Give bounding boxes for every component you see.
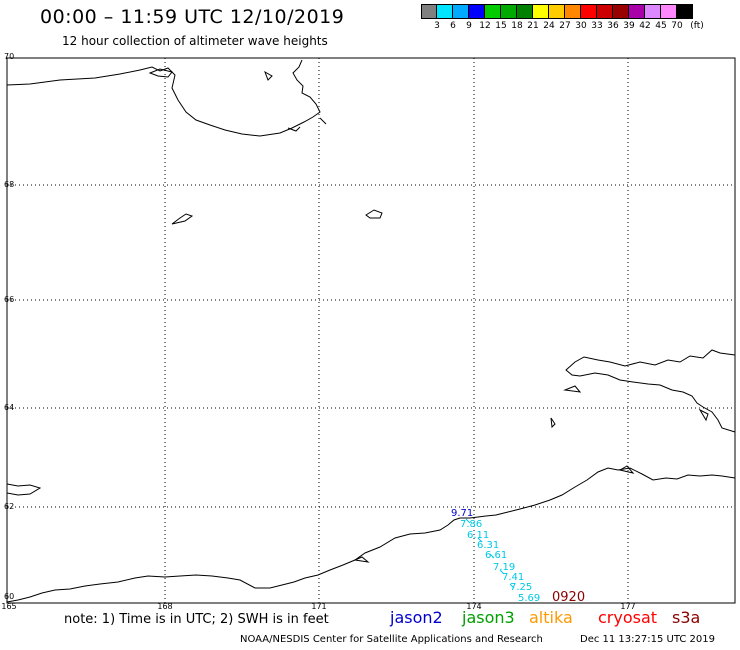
lat-label: 70 xyxy=(4,52,15,61)
wave-height-label: 6.31 xyxy=(477,540,500,551)
colorbar-swatch xyxy=(469,4,485,19)
colorbar-label: 12 xyxy=(479,21,491,31)
lon-label: 168 xyxy=(157,602,173,611)
colorbar-swatch xyxy=(581,4,597,19)
altimeter-track xyxy=(465,518,515,589)
wave-height-label: 7.19 xyxy=(493,562,516,573)
lat-label: 60 xyxy=(4,592,15,601)
coastline xyxy=(6,59,736,603)
colorbar-label: (ft) xyxy=(690,21,704,31)
colorbar-swatch xyxy=(453,4,469,19)
wave-height-label: 9.71 xyxy=(451,508,474,519)
lon-label: 165 xyxy=(1,602,17,611)
lat-label: 68 xyxy=(4,180,15,189)
credit-line: NOAA/NESDIS Center for Satellite Applica… xyxy=(240,634,543,645)
lon-label: 177 xyxy=(620,602,636,611)
wave-height-label: 5.69 xyxy=(518,593,541,604)
colorbar-swatch xyxy=(645,4,661,19)
colorbar-swatch xyxy=(485,4,501,19)
lat-label: 62 xyxy=(4,502,15,511)
colorbar-label: 18 xyxy=(511,21,523,31)
pass-time-label: 0920 xyxy=(552,590,586,605)
colorbar-swatch xyxy=(517,4,533,19)
generated-timestamp: Dec 11 13:27:15 UTC 2019 xyxy=(580,634,715,645)
colorbar-swatch xyxy=(629,4,645,19)
wave-height-label: 7.41 xyxy=(502,572,525,583)
colorbar-swatch xyxy=(421,4,437,19)
colorbar-labels: 3 6 9 12 15 18 21 24 27 30 33 36 39 42 45 70 (ft) xyxy=(421,21,740,33)
wave-height-label: 7.25 xyxy=(510,582,533,593)
colorbar-label: 6 xyxy=(450,21,456,31)
map-subtitle: 12 hour collection of altimeter wave hei… xyxy=(62,34,328,48)
colorbar-swatch xyxy=(565,4,581,19)
colorbar-swatch xyxy=(677,4,693,19)
graticule xyxy=(7,58,735,603)
colorbar-label: 42 xyxy=(639,21,651,31)
lon-label: 174 xyxy=(466,602,482,611)
footnote: note: 1) Time is in UTC; 2) SWH is in fe… xyxy=(64,612,329,627)
colorbar-swatch xyxy=(437,4,453,19)
legend-jason3: jason3 xyxy=(462,608,515,627)
colorbar-label: 3 xyxy=(434,21,440,31)
lat-label: 66 xyxy=(4,295,15,304)
lat-label: 64 xyxy=(4,403,15,412)
legend-jason2: jason2 xyxy=(390,608,443,627)
colorbar-swatch xyxy=(533,4,549,19)
colorbar xyxy=(421,4,693,19)
colorbar-swatch xyxy=(613,4,629,19)
colorbar-swatch xyxy=(661,4,677,19)
colorbar-label: 15 xyxy=(495,21,507,31)
colorbar-label: 30 xyxy=(575,21,587,31)
colorbar-label: 9 xyxy=(466,21,472,31)
wave-height-label: 6.61 xyxy=(485,550,508,561)
colorbar-label: 39 xyxy=(623,21,635,31)
lon-label: 171 xyxy=(311,602,327,611)
colorbar-swatch xyxy=(549,4,565,19)
colorbar-label: 36 xyxy=(607,21,619,31)
wave-height-label: 7.86 xyxy=(460,519,483,530)
wave-height-label: 6.11 xyxy=(467,530,490,541)
colorbar-swatch xyxy=(597,4,613,19)
map-title: 00:00 – 11:59 UTC 12/10/2019 xyxy=(40,6,345,28)
map-frame xyxy=(6,57,736,604)
colorbar-label: 70 xyxy=(671,21,683,31)
legend-altika: altika xyxy=(529,608,573,627)
colorbar-label: 21 xyxy=(527,21,539,31)
legend-cryosat: cryosat xyxy=(598,608,658,627)
colorbar-swatch xyxy=(501,4,517,19)
colorbar-label: 24 xyxy=(543,21,555,31)
colorbar-label: 45 xyxy=(655,21,667,31)
colorbar-label: 27 xyxy=(559,21,571,31)
colorbar-label: 33 xyxy=(591,21,603,31)
legend-s3a: s3a xyxy=(672,608,701,627)
